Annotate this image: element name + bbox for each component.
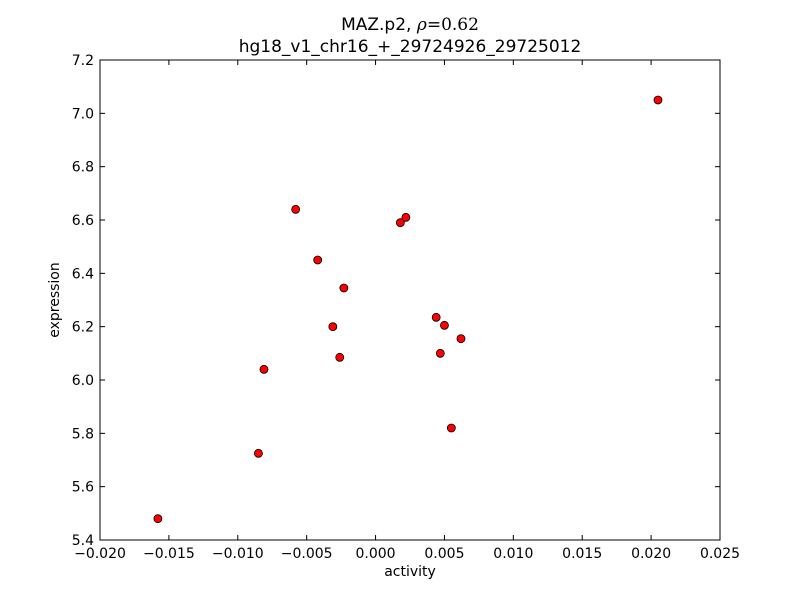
- data-point: [339, 283, 349, 293]
- y-tick-label: 7.0: [72, 106, 94, 122]
- y-tick-label: 6.2: [72, 320, 94, 336]
- x-tick-label: −0.020: [74, 546, 126, 562]
- x-tick-label: 0.015: [562, 546, 602, 562]
- x-tick-label: 0.005: [424, 546, 464, 562]
- x-tick-label: −0.010: [212, 546, 264, 562]
- chart-title-rho-equals: =: [427, 15, 441, 35]
- data-point: [335, 352, 345, 362]
- y-tick-label: 6.4: [72, 266, 94, 282]
- data-point: [153, 514, 163, 524]
- data-point: [653, 95, 663, 105]
- x-tick-label: 0.010: [493, 546, 533, 562]
- y-tick-label: 5.4: [72, 533, 94, 549]
- data-point: [395, 218, 405, 228]
- y-tick-label: 6.8: [72, 160, 94, 176]
- x-tick-label: 0.025: [700, 546, 740, 562]
- data-point: [446, 423, 456, 433]
- data-point: [456, 334, 466, 344]
- y-tick-label: 5.6: [72, 480, 94, 496]
- data-point: [259, 364, 269, 374]
- y-axis-label: expression: [47, 262, 63, 338]
- data-point: [291, 204, 301, 214]
- data-point: [313, 255, 323, 265]
- data-point: [435, 348, 445, 358]
- data-point: [254, 448, 263, 458]
- plot-area-frame: [99, 59, 721, 541]
- x-tick-label: −0.005: [281, 546, 333, 562]
- x-tick-label: 0.020: [631, 546, 671, 562]
- y-tick-label: 7.2: [72, 53, 94, 69]
- x-tick-label: −0.015: [143, 546, 195, 562]
- chart-title-prefix: MAZ.p2,: [341, 15, 417, 35]
- chart-title-rho-value: 0.62: [441, 15, 479, 35]
- x-axis-label: activity: [384, 564, 436, 580]
- chart-title: MAZ.p2, ρ=0.62: [341, 15, 479, 35]
- chart-subtitle: hg18_v1_chr16_+_29724926_29725012: [239, 37, 582, 57]
- x-tick-label: 0.000: [356, 546, 396, 562]
- y-tick-label: 6.0: [72, 373, 94, 389]
- data-point: [431, 312, 441, 322]
- data-point: [328, 322, 338, 332]
- y-tick-label: 5.8: [72, 426, 94, 442]
- y-tick-label: 6.6: [72, 213, 94, 229]
- chart-title-rho-symbol: ρ: [416, 15, 427, 35]
- data-point: [440, 320, 449, 330]
- data-point: [401, 212, 411, 222]
